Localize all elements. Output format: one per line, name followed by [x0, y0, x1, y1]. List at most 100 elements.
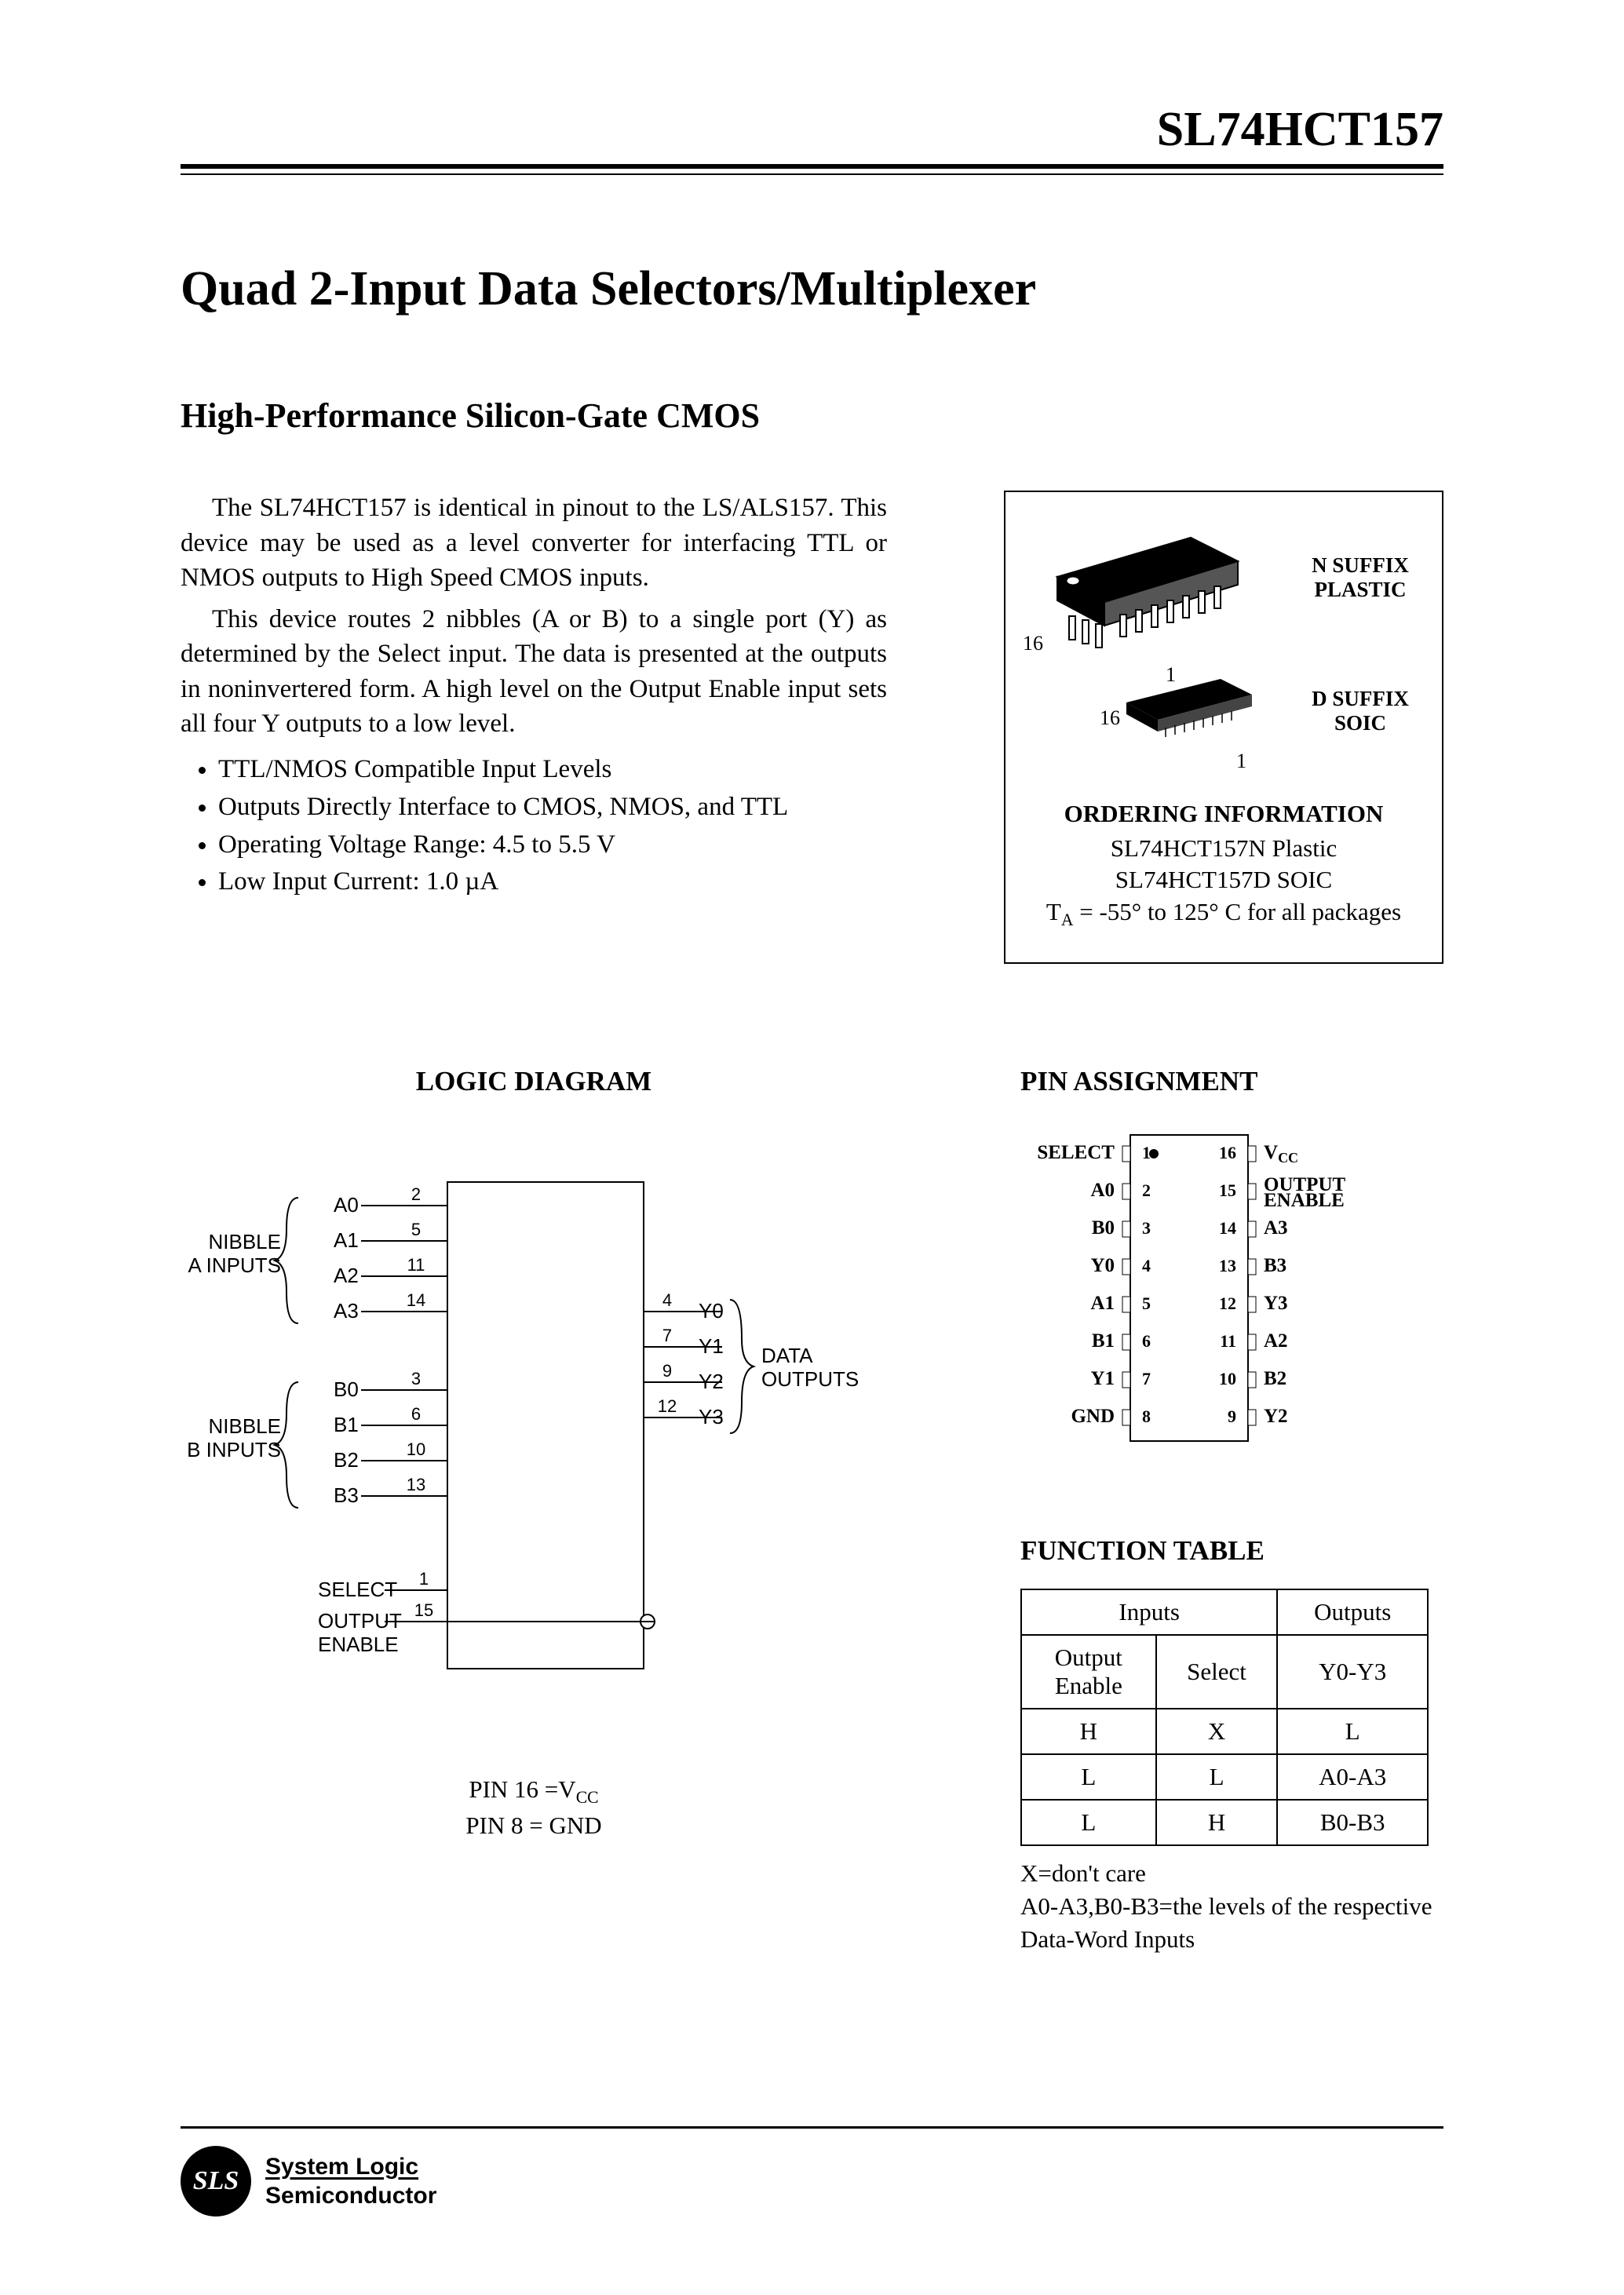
svg-text:A INPUTS: A INPUTS	[188, 1253, 281, 1277]
func-row-1: LLA0-A3	[1021, 1754, 1428, 1800]
svg-text:2: 2	[1142, 1180, 1151, 1200]
svg-text:GND: GND	[1071, 1406, 1115, 1427]
feature-2: Operating Voltage Range: 4.5 to 5.5 V	[218, 826, 887, 864]
header-partno: SL74HCT157	[181, 102, 1443, 164]
logic-diagram: NIBBLE A INPUTS NIBBLE B INPUTS DATA OUT…	[181, 1119, 887, 1763]
svg-text:B1: B1	[1092, 1330, 1115, 1352]
svg-text:SELECT: SELECT	[1037, 1142, 1115, 1163]
svg-text:11: 11	[1220, 1331, 1236, 1351]
svg-text:4: 4	[662, 1290, 672, 1310]
func-col-select: Select	[1156, 1635, 1278, 1709]
soic-package-icon	[1111, 671, 1268, 757]
svg-text:11: 11	[407, 1255, 425, 1275]
svg-text:Y0: Y0	[699, 1299, 724, 1323]
footer-company: System Logic Semiconductor	[265, 2152, 436, 2211]
svg-text:A3: A3	[334, 1299, 359, 1323]
ordering-line-1: SL74HCT157N Plastic	[1016, 833, 1431, 864]
svg-text:2: 2	[411, 1184, 421, 1204]
feature-0: TTL/NMOS Compatible Input Levels	[218, 751, 887, 789]
svg-text:7: 7	[662, 1326, 672, 1345]
svg-text:9: 9	[662, 1361, 672, 1381]
n-suffix-label: N SUFFIXPLASTIC	[1305, 553, 1415, 602]
svg-text:SELECT: SELECT	[318, 1578, 397, 1601]
svg-text:Y0: Y0	[1090, 1255, 1115, 1276]
svg-text:A0: A0	[1090, 1180, 1115, 1201]
svg-text:15: 15	[1219, 1180, 1236, 1200]
features-list: TTL/NMOS Compatible Input Levels Outputs…	[181, 751, 887, 901]
svg-text:A2: A2	[1264, 1330, 1288, 1352]
svg-text:10: 10	[1219, 1369, 1236, 1388]
pin-assignment-diagram: 1SELECT 2A0 3B0 4Y0 5A1 6B1 7Y1 8GND 16V…	[985, 1119, 1393, 1457]
svg-text:12: 12	[658, 1396, 677, 1416]
svg-text:6: 6	[411, 1404, 421, 1424]
subtitle: High-Performance Silicon-Gate CMOS	[181, 396, 1443, 436]
svg-text:B0: B0	[334, 1377, 359, 1401]
svg-text:14: 14	[407, 1290, 425, 1310]
ordering-temp: TA = -55° to 125° C for all packages	[1016, 896, 1431, 931]
svg-text:A3: A3	[1264, 1217, 1288, 1239]
svg-text:16: 16	[1219, 1143, 1236, 1162]
svg-text:5: 5	[1142, 1293, 1151, 1313]
svg-text:Y2: Y2	[699, 1370, 724, 1393]
svg-text:B INPUTS: B INPUTS	[187, 1438, 281, 1461]
func-col-oe: OutputEnable	[1021, 1635, 1156, 1709]
func-row-0: HXL	[1021, 1709, 1428, 1754]
func-row-2: LHB0-B3	[1021, 1800, 1428, 1845]
function-table: Inputs Outputs OutputEnable Select Y0-Y3…	[1020, 1589, 1429, 1846]
func-head-inputs: Inputs	[1021, 1589, 1277, 1635]
header-rule	[181, 164, 1443, 175]
svg-text:10: 10	[407, 1439, 425, 1459]
svg-text:Y1: Y1	[1090, 1368, 1115, 1389]
svg-text:Y3: Y3	[699, 1405, 724, 1428]
intro-para-2: This device routes 2 nibbles (A or B) to…	[181, 602, 887, 742]
svg-text:13: 13	[407, 1475, 425, 1494]
svg-text:DATA: DATA	[761, 1344, 813, 1367]
svg-text:NIBBLE: NIBBLE	[209, 1414, 282, 1438]
svg-text:A1: A1	[1090, 1293, 1115, 1314]
svg-text:Y3: Y3	[1264, 1293, 1288, 1314]
ordering-box: 16 1 N SUFFIXPLASTIC 1	[1004, 491, 1443, 964]
svg-text:3: 3	[411, 1369, 421, 1388]
page-footer: SLS System Logic Semiconductor	[181, 2126, 1443, 2217]
svg-text:B3: B3	[334, 1483, 359, 1507]
svg-text:14: 14	[1219, 1218, 1236, 1238]
svg-text:8: 8	[1142, 1407, 1151, 1426]
sls-logo: SLS	[181, 2146, 251, 2217]
svg-text:B0: B0	[1092, 1217, 1115, 1239]
main-title: Quad 2-Input Data Selectors/Multiplexer	[181, 261, 1443, 317]
svg-text:B3: B3	[1264, 1255, 1286, 1276]
logic-caption: PIN 16 =VCC PIN 8 = GND	[181, 1773, 887, 1842]
ordering-line-2: SL74HCT157D SOIC	[1016, 864, 1431, 896]
feature-1: Outputs Directly Interface to CMOS, NMOS…	[218, 789, 887, 826]
logic-diagram-heading: LOGIC DIAGRAM	[181, 1066, 887, 1097]
soic-pin16-label: 16	[1100, 706, 1120, 730]
func-col-y: Y0-Y3	[1277, 1635, 1428, 1709]
svg-text:A0: A0	[334, 1193, 359, 1217]
svg-text:ENABLE: ENABLE	[1264, 1190, 1345, 1211]
svg-text:A1: A1	[334, 1228, 359, 1252]
svg-text:NIBBLE: NIBBLE	[209, 1230, 282, 1253]
svg-text:B2: B2	[1264, 1368, 1286, 1389]
soic-pin1-label: 1	[1236, 750, 1246, 773]
dip-pin16-label: 16	[1023, 632, 1043, 655]
svg-text:5: 5	[411, 1220, 421, 1239]
svg-text:B2: B2	[334, 1448, 359, 1472]
function-table-heading: FUNCTION TABLE	[1020, 1535, 1460, 1567]
svg-text:Y2: Y2	[1264, 1406, 1288, 1427]
svg-text:1: 1	[419, 1569, 429, 1589]
function-table-notes: X=don't care A0-A3,B0-B3=the levels of t…	[1020, 1857, 1460, 1956]
svg-text:9: 9	[1228, 1407, 1236, 1426]
svg-text:Y1: Y1	[699, 1334, 724, 1358]
svg-text:B1: B1	[334, 1413, 359, 1436]
svg-text:6: 6	[1142, 1331, 1151, 1351]
svg-text:4: 4	[1142, 1256, 1151, 1275]
svg-text:13: 13	[1219, 1256, 1236, 1275]
svg-text:15: 15	[414, 1600, 433, 1620]
pin-assignment-heading: PIN ASSIGNMENT	[1020, 1066, 1460, 1097]
svg-text:ENABLE: ENABLE	[318, 1633, 399, 1656]
svg-text:A2: A2	[334, 1264, 359, 1287]
dip-package-icon	[1034, 522, 1254, 663]
d-suffix-label: D SUFFIXSOIC	[1305, 687, 1415, 735]
svg-text:VCC: VCC	[1264, 1142, 1298, 1166]
svg-text:7: 7	[1142, 1369, 1151, 1388]
